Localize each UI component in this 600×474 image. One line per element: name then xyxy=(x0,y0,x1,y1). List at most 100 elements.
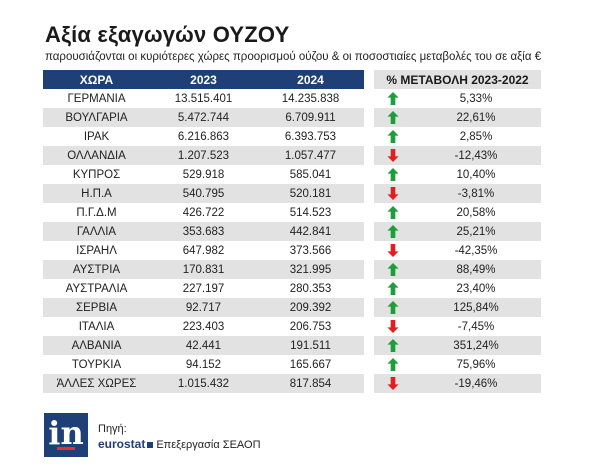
direction-cell xyxy=(374,108,411,127)
arrow-up-icon xyxy=(386,263,399,276)
gap-cell xyxy=(364,279,374,298)
direction-cell xyxy=(374,336,411,355)
gap-cell xyxy=(364,108,374,127)
arrow-down-icon xyxy=(386,187,399,200)
value-2023-cell: 42.441 xyxy=(150,336,257,355)
arrow-up-icon xyxy=(386,225,399,238)
country-cell: ΑΥΣΤΡΙΑ xyxy=(43,260,150,279)
gap-cell xyxy=(364,89,374,108)
direction-cell xyxy=(374,317,411,336)
arrow-up-icon xyxy=(386,282,399,295)
value-2024-cell: 191.511 xyxy=(257,336,364,355)
country-cell: ΙΡΑΚ xyxy=(43,127,150,146)
arrow-down-icon xyxy=(386,149,399,162)
table-row: ΣΕΡΒΙΑ 92.717 209.392 125,84% xyxy=(43,298,541,317)
country-cell: ΓΑΛΛΙΑ xyxy=(43,222,150,241)
page-title: Αξία εξαγωγών ΟΥΖΟΥ xyxy=(45,22,290,47)
value-2024-cell: 206.753 xyxy=(257,317,364,336)
value-2023-cell: 170.831 xyxy=(150,260,257,279)
gap-cell xyxy=(364,260,374,279)
arrow-up-icon xyxy=(386,358,399,371)
table-row: ΑΥΣΤΡΑΛΙΑ 227.197 280.353 23,40% xyxy=(43,279,541,298)
arrow-down-icon xyxy=(386,320,399,333)
table-row: ΓΕΡΜΑΝΙΑ 13.515.401 14.235.838 5,33% xyxy=(43,89,541,108)
direction-cell xyxy=(374,374,411,393)
direction-cell xyxy=(374,89,411,108)
change-cell: 25,21% xyxy=(411,222,541,241)
change-cell: 75,96% xyxy=(411,355,541,374)
direction-cell xyxy=(374,203,411,222)
value-2023-cell: 92.717 xyxy=(150,298,257,317)
value-2023-cell: 1.207.523 xyxy=(150,146,257,165)
change-cell: 5,33% xyxy=(411,89,541,108)
table-row: ΚΥΠΡΟΣ 529.918 585.041 10,40% xyxy=(43,165,541,184)
header-change: % ΜΕΤΑΒΟΛΗ 2023-2022 xyxy=(374,70,541,89)
gap-cell xyxy=(364,317,374,336)
value-2024-cell: 209.392 xyxy=(257,298,364,317)
eurostat-square-icon xyxy=(147,442,154,449)
header-gap xyxy=(364,70,374,89)
direction-cell xyxy=(374,241,411,260)
value-2023-cell: 5.472.744 xyxy=(150,108,257,127)
country-cell: ΆΛΛΕΣ ΧΩΡΕΣ xyxy=(43,374,150,393)
value-2024-cell: 1.057.477 xyxy=(257,146,364,165)
table-row: ΑΥΣΤΡΙΑ 170.831 321.995 88,49% xyxy=(43,260,541,279)
change-cell: -19,46% xyxy=(411,374,541,393)
country-cell: ΓΕΡΜΑΝΙΑ xyxy=(43,89,150,108)
logo-text: in xyxy=(48,414,84,452)
country-cell: ΟΛΛΑΝΔΙΑ xyxy=(43,146,150,165)
country-cell: ΒΟΥΛΓΑΡΙΑ xyxy=(43,108,150,127)
change-cell: 20,58% xyxy=(411,203,541,222)
value-2023-cell: 353.683 xyxy=(150,222,257,241)
arrow-up-icon xyxy=(386,111,399,124)
gap-cell xyxy=(364,146,374,165)
change-cell: -42,35% xyxy=(411,241,541,260)
change-cell: 351,24% xyxy=(411,336,541,355)
gap-cell xyxy=(364,298,374,317)
direction-cell xyxy=(374,279,411,298)
page-subtitle: παρουσιάζονται οι κυριότερες χώρες προορ… xyxy=(45,51,542,63)
value-2023-cell: 540.795 xyxy=(150,184,257,203)
exports-table: ΧΩΡΑ 2023 2024 % ΜΕΤΑΒΟΛΗ 2023-2022 ΓΕΡΜ… xyxy=(43,70,541,393)
direction-cell xyxy=(374,260,411,279)
change-cell: 10,40% xyxy=(411,165,541,184)
table-row: ΟΛΛΑΝΔΙΑ 1.207.523 1.057.477 -12,43% xyxy=(43,146,541,165)
value-2024-cell: 6.393.753 xyxy=(257,127,364,146)
country-cell: Η.Π.Α xyxy=(43,184,150,203)
change-cell: 125,84% xyxy=(411,298,541,317)
table-row: Η.Π.Α 540.795 520.181 -3,81% xyxy=(43,184,541,203)
change-cell: 23,40% xyxy=(411,279,541,298)
arrow-up-icon xyxy=(386,92,399,105)
value-2023-cell: 223.403 xyxy=(150,317,257,336)
table-header-row: ΧΩΡΑ 2023 2024 % ΜΕΤΑΒΟΛΗ 2023-2022 xyxy=(43,70,541,89)
gap-cell xyxy=(364,203,374,222)
value-2023-cell: 6.216.863 xyxy=(150,127,257,146)
arrow-up-icon xyxy=(386,301,399,314)
eurostat-logo: eurostat xyxy=(98,437,146,451)
value-2023-cell: 227.197 xyxy=(150,279,257,298)
gap-cell xyxy=(364,374,374,393)
country-cell: ΑΛΒΑΝΙΑ xyxy=(43,336,150,355)
gap-cell xyxy=(364,241,374,260)
direction-cell xyxy=(374,298,411,317)
gap-cell xyxy=(364,184,374,203)
arrow-down-icon xyxy=(386,377,399,390)
direction-cell xyxy=(374,127,411,146)
value-2023-cell: 426.722 xyxy=(150,203,257,222)
value-2024-cell: 14.235.838 xyxy=(257,89,364,108)
country-cell: Π.Γ.Δ.Μ xyxy=(43,203,150,222)
table-row: ΤΟΥΡΚΙΑ 94.152 165.667 75,96% xyxy=(43,355,541,374)
change-cell: 22,61% xyxy=(411,108,541,127)
header-country: ΧΩΡΑ xyxy=(43,70,150,89)
country-cell: ΚΥΠΡΟΣ xyxy=(43,165,150,184)
value-2023-cell: 647.982 xyxy=(150,241,257,260)
value-2023-cell: 1.015.432 xyxy=(150,374,257,393)
value-2024-cell: 442.841 xyxy=(257,222,364,241)
processing-note: Επεξεργασία ΣΕΑΟΠ xyxy=(156,439,261,451)
direction-cell xyxy=(374,222,411,241)
change-cell: 88,49% xyxy=(411,260,541,279)
country-cell: ΙΤΑΛΙΑ xyxy=(43,317,150,336)
header-2023: 2023 xyxy=(150,70,257,89)
value-2023-cell: 13.515.401 xyxy=(150,89,257,108)
table-row: ΙΤΑΛΙΑ 223.403 206.753 -7,45% xyxy=(43,317,541,336)
